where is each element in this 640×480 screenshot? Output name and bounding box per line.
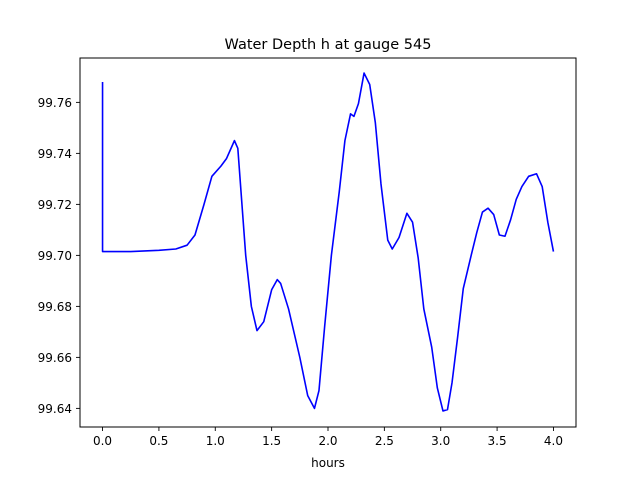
y-tick-label: 99.76 — [38, 96, 72, 110]
y-axis: 99.64 99.66 99.68 99.70 99.72 99.74 99.76 — [38, 96, 80, 416]
x-tick-label: 3.5 — [488, 434, 507, 448]
series-line-0 — [101, 72, 555, 412]
y-tick-label: 99.68 — [38, 300, 72, 314]
x-tick-label: 1.0 — [206, 434, 225, 448]
x-tick-label: 4.0 — [544, 434, 563, 448]
x-tick-label: 0.5 — [149, 434, 168, 448]
x-axis-label: hours — [311, 456, 345, 470]
x-tick-label: 0.0 — [93, 434, 112, 448]
x-tick-label: 1.5 — [262, 434, 281, 448]
x-tick-label: 2.5 — [375, 434, 394, 448]
chart-title: Water Depth h at gauge 545 — [225, 37, 432, 53]
y-tick-label: 99.66 — [38, 351, 72, 365]
x-axis: 0.0 0.5 1.0 1.5 2.0 2.5 3.0 3.5 4.0 — [93, 427, 563, 448]
x-tick-label: 3.0 — [431, 434, 450, 448]
y-tick-label: 99.72 — [38, 198, 72, 212]
y-tick-label: 99.74 — [38, 147, 72, 161]
y-tick-label: 99.70 — [38, 249, 72, 263]
x-tick-label: 2.0 — [318, 434, 337, 448]
y-tick-label: 99.64 — [38, 402, 72, 416]
